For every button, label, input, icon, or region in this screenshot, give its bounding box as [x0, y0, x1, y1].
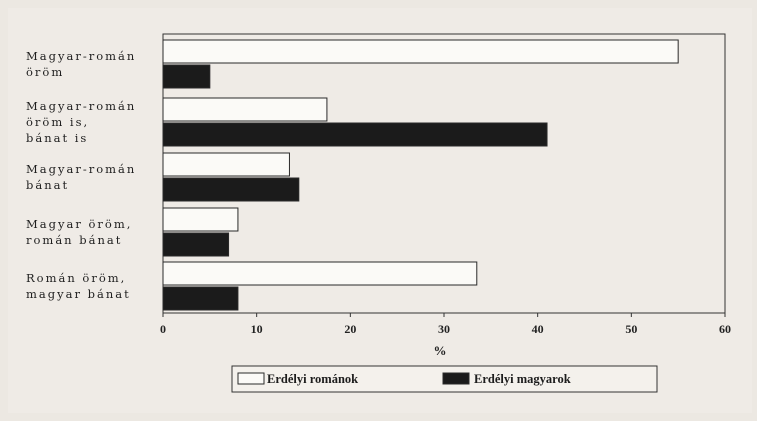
- category-label-1-0: Magyar-román: [26, 99, 136, 113]
- category-label-3-1: román bánat: [26, 233, 122, 247]
- x-tick-label-20: 20: [344, 322, 356, 336]
- x-tick-label-40: 40: [532, 322, 544, 336]
- x-tick-label-0: 0: [160, 322, 166, 336]
- category-label-1-1: öröm is,: [26, 115, 89, 129]
- category-label-2-0: Magyar-román: [26, 162, 136, 176]
- x-tick-label-50: 50: [625, 322, 637, 336]
- bar-magyarok-0: [162, 64, 211, 89]
- bar-romanok-2: [162, 152, 290, 177]
- bar-romanok-3: [162, 207, 239, 232]
- bar-magyarok-1: [162, 122, 548, 147]
- category-label-4-1: magyar bánat: [26, 287, 131, 301]
- category-label-4-0: Román öröm,: [26, 271, 126, 285]
- bar-romanok-0: [162, 39, 679, 64]
- legend-swatch-1: [442, 372, 470, 385]
- x-tick-label-30: 30: [438, 322, 450, 336]
- legend-label-1: Erdélyi magyarok: [474, 372, 571, 386]
- bar-magyarok-2: [162, 177, 300, 202]
- x-axis-title: %: [434, 343, 447, 358]
- bar-magyarok-4: [162, 286, 239, 311]
- bar-romanok-4: [162, 261, 478, 286]
- legend-swatch-0: [237, 372, 265, 385]
- category-label-0-1: öröm: [26, 65, 64, 79]
- category-label-2-1: bánat: [26, 178, 69, 192]
- figure-background: [8, 8, 752, 413]
- category-label-3-0: Magyar öröm,: [26, 217, 132, 231]
- category-label-1-2: bánat is: [26, 131, 88, 145]
- x-tick-label-10: 10: [251, 322, 263, 336]
- x-tick-label-60: 60: [719, 322, 731, 336]
- legend-label-0: Erdélyi románok: [267, 372, 358, 386]
- bar-romanok-1: [162, 97, 328, 122]
- category-label-0-0: Magyar-román: [26, 49, 136, 63]
- bar-magyarok-3: [162, 232, 230, 257]
